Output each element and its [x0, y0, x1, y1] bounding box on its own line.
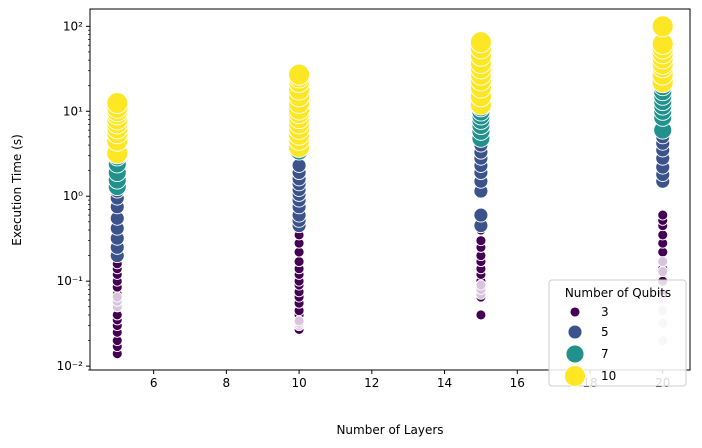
data-point — [469, 31, 492, 54]
y-axis-label: Execution Time (s) — [10, 134, 24, 246]
legend-title: Number of Qubits — [565, 286, 671, 300]
data-point — [651, 15, 674, 38]
y-tick-label: 10⁻² — [57, 359, 84, 373]
data-point — [106, 92, 129, 115]
data-point — [291, 158, 307, 173]
x-tick-label: 10 — [291, 376, 306, 390]
y-tick-label: 10¹ — [63, 104, 83, 118]
data-point — [475, 279, 487, 291]
legend-marker — [567, 324, 583, 340]
x-tick-label: 16 — [510, 376, 525, 390]
x-tick-label: 14 — [437, 376, 452, 390]
legend-marker — [564, 365, 586, 387]
legend-entries: 3 5 7 10 — [564, 305, 616, 387]
y-tick-label: 10⁻¹ — [57, 274, 84, 288]
data-point — [475, 235, 487, 247]
legend: Number of Qubits 3 5 7 10 — [548, 279, 687, 387]
y-tick-label: 10² — [63, 19, 83, 33]
legend-frame — [548, 279, 687, 387]
data-point — [473, 207, 489, 223]
y-axis: 10⁻² 10⁻¹ 10⁰ 10¹ 10² — [57, 19, 90, 373]
x-tick-label: 8 — [223, 376, 231, 390]
data-point — [657, 256, 669, 268]
data-point — [657, 209, 669, 221]
x-tick-label: 12 — [364, 376, 379, 390]
y-tick-label: 10⁰ — [63, 189, 83, 203]
legend-label: 10 — [601, 369, 616, 383]
legend-marker — [565, 344, 585, 364]
x-tick-label: 6 — [150, 376, 158, 390]
data-point — [657, 266, 669, 277]
legend-label: 7 — [601, 347, 609, 361]
plot-frame — [89, 8, 691, 371]
legend-label: 3 — [601, 305, 609, 319]
data-point — [293, 256, 305, 268]
legend-label: 5 — [601, 325, 609, 339]
data-point — [288, 63, 311, 86]
data-point — [475, 309, 487, 321]
data-point — [293, 315, 305, 327]
data-point — [111, 291, 123, 303]
legend-marker — [569, 306, 581, 318]
x-axis-label: Number of Layers — [336, 423, 443, 437]
data-point — [657, 229, 669, 241]
